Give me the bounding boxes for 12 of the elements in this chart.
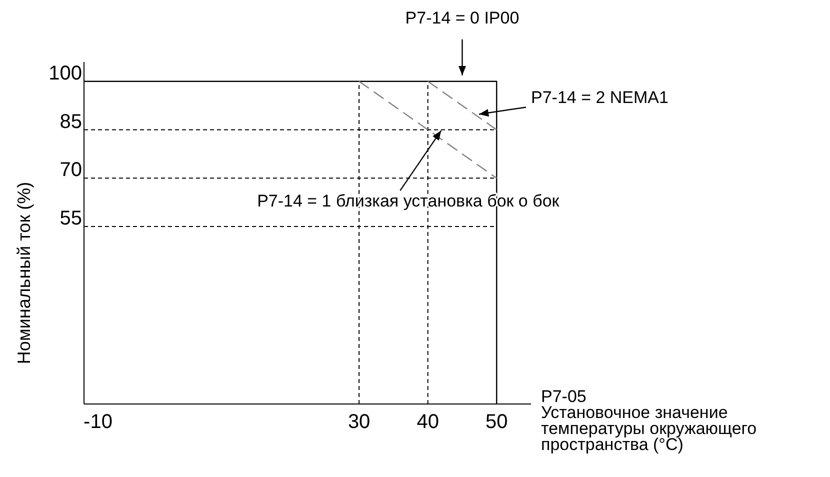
annotation: P7-14 = 0 IP00 xyxy=(405,8,520,28)
x-axis-title: P7-05 Установочное значение температуры окружающего пространства (°C) xyxy=(541,387,757,454)
y-tick-label: 55 xyxy=(60,208,82,230)
x-tick-label: 40 xyxy=(416,411,439,433)
y-tick-label: 85 xyxy=(60,110,82,133)
x-tick-label: 30 xyxy=(348,411,370,433)
x-tick-label: 50 xyxy=(485,411,508,433)
y-axis-title: Номинальный ток (%) xyxy=(14,182,34,364)
y-tick-label: 70 xyxy=(60,159,82,182)
y-tick-label: 100 xyxy=(48,62,82,84)
annotation: P7-14 = 2 NEMA1 xyxy=(530,88,668,108)
x-tick-label: -10 xyxy=(84,411,112,433)
